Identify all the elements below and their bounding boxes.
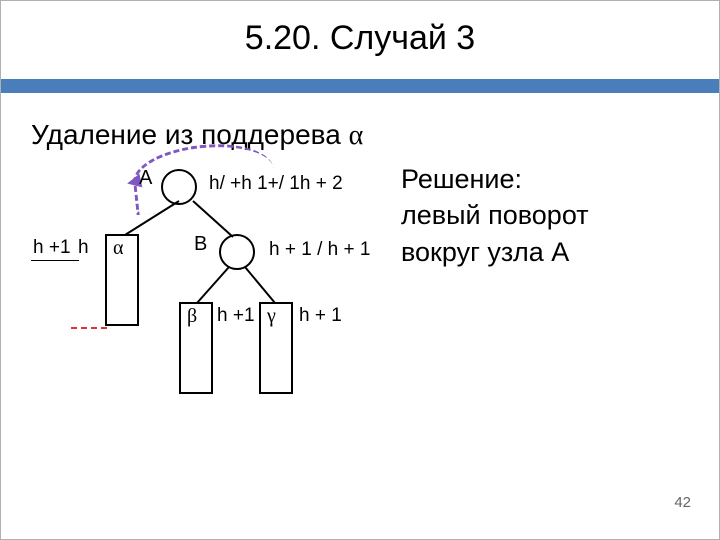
solution-line-3: вокруг узла A [401, 234, 589, 270]
alpha-symbol: α [349, 120, 364, 151]
node-a [161, 169, 197, 205]
label-a-height: h/ +h 1+/ 1h + 2 [209, 173, 343, 195]
label-beta-h: h +1 [217, 305, 255, 327]
label-node-a: A [139, 167, 152, 190]
label-node-b: B [194, 233, 207, 256]
subtitle-text: Удаление из поддерева [31, 119, 349, 150]
alpha-underline [31, 260, 79, 261]
label-alpha-h-old: h +1 [33, 237, 71, 259]
box-gamma [259, 302, 293, 394]
alpha-box-label: α [113, 237, 123, 260]
page-number: 42 [674, 494, 691, 511]
solution-line-2: левый поворот [401, 197, 589, 233]
title-divider [1, 79, 719, 93]
solution-line-1: Решение: [401, 161, 589, 197]
solution-text: Решение: левый поворот вокруг узла A [401, 161, 589, 270]
label-b-height: h + 1 / h + 1 [269, 239, 370, 261]
node-b [219, 234, 255, 270]
label-alpha-h-new: h [78, 237, 89, 259]
slide-title: 5.20. Случай 3 [1, 19, 719, 58]
tree-diagram: A h/ +h 1+/ 1h + 2 B h + 1 / h + 1 h +1 … [31, 151, 401, 411]
gamma-box-label: γ [267, 305, 276, 328]
beta-box-label: β [187, 305, 197, 328]
label-gamma-h: h + 1 [299, 305, 342, 327]
height-change-marker [71, 327, 107, 329]
